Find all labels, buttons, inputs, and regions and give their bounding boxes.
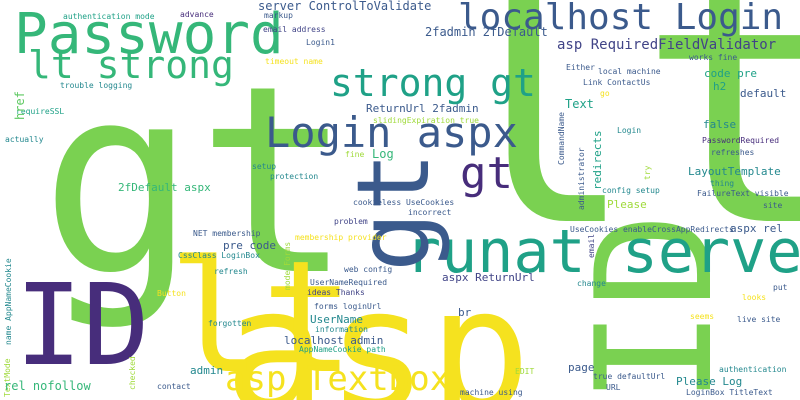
cloud-word: href — [13, 91, 27, 120]
cloud-word: Link ContactUs — [583, 78, 651, 87]
cloud-word: refreshes — [711, 148, 755, 157]
cloud-word: contact — [157, 382, 191, 391]
cloud-word: Either — [566, 63, 595, 72]
cloud-word: lt — [168, 227, 355, 400]
cloud-word: mode Forms — [283, 241, 292, 290]
cloud-word: runat server — [405, 217, 800, 287]
cloud-word: membership provider — [295, 233, 387, 242]
cloud-word: ReturnUrl 2fadmin — [366, 102, 479, 115]
cloud-word: UseCookies enableCrossAppRedirects — [570, 225, 734, 234]
cloud-word: URL — [606, 383, 621, 392]
cloud-word: cookieless UseCookies — [353, 198, 455, 207]
cloud-word: UserName — [310, 313, 363, 326]
cloud-word: CommandName — [557, 112, 566, 165]
cloud-word: authentication — [719, 365, 787, 374]
cloud-word: br — [458, 306, 472, 319]
cloud-word: problem — [334, 217, 368, 226]
cloud-word: trouble logging — [60, 81, 133, 90]
cloud-word: authentication mode — [63, 12, 155, 21]
cloud-word: markup — [264, 11, 293, 20]
cloud-word: UserNameRequired — [310, 278, 388, 287]
cloud-word: lt — [433, 0, 800, 302]
cloud-word: setup — [252, 162, 277, 171]
cloud-word: PasswordRequired — [702, 136, 780, 145]
cloud-word: advance — [180, 10, 214, 19]
cloud-word: Password — [14, 2, 284, 67]
cloud-word: forms loginUrl — [314, 302, 382, 311]
cloud-word: LoginBox TitleText — [686, 388, 773, 397]
cloud-word: actually — [5, 135, 44, 144]
cloud-word: strong gt — [330, 61, 536, 105]
cloud-word: thing — [710, 179, 735, 188]
cloud-word: server ControlToValidate — [258, 0, 432, 13]
cloud-word: AppNameCookie path — [299, 345, 386, 354]
cloud-word: default — [740, 87, 787, 100]
cloud-word: Login aspx — [265, 108, 518, 157]
cloud-word: page — [568, 361, 595, 374]
cloud-word: works fine — [689, 53, 738, 62]
cloud-word: code pre — [704, 67, 757, 80]
cloud-word: localhost admin — [284, 334, 384, 347]
cloud-word: 2fadmin 2fDefault — [425, 25, 548, 39]
cloud-word: pre code — [223, 239, 276, 252]
cloud-word: false — [703, 118, 737, 131]
cloud-word: Login — [617, 126, 642, 135]
cloud-word: name AppNameCookie — [4, 258, 13, 345]
cloud-word: email — [587, 233, 596, 258]
cloud-word: admin — [190, 364, 224, 377]
cloud-word: asp RequiredFieldValidator — [557, 37, 777, 53]
cloud-word: Log — [372, 147, 394, 161]
cloud-word: forgotten — [208, 319, 252, 328]
cloud-word: lt strong — [28, 43, 234, 87]
cloud-word: CssClass LoginBox — [178, 251, 260, 260]
cloud-word: site — [763, 201, 783, 210]
cloud-word: ideas Thanks — [307, 288, 365, 297]
cloud-word: true defaultUrl — [593, 372, 666, 381]
cloud-word: web config — [344, 265, 393, 274]
cloud-word: timeout name — [265, 57, 323, 66]
cloud-word: ID — [15, 261, 150, 391]
cloud-word: config setup — [602, 186, 660, 195]
cloud-word: checked — [128, 356, 137, 390]
cloud-word: EDIT — [515, 367, 535, 376]
cloud-word: h2 — [713, 80, 727, 93]
cloud-word: protection — [270, 172, 319, 181]
cloud-word: local machine — [598, 67, 661, 76]
cloud-word: gt — [40, 31, 354, 333]
cloud-word: aspx rel — [730, 222, 783, 235]
cloud-word: machine using — [460, 388, 523, 397]
cloud-word: Please — [607, 198, 647, 211]
cloud-word: administrator — [577, 147, 586, 210]
cloud-word: incorrect — [408, 208, 452, 217]
cloud-word: Login1 — [306, 38, 335, 47]
cloud-word: gt — [460, 148, 513, 199]
cloud-word: refresh — [214, 267, 248, 276]
cloud-word: NET membership — [193, 229, 261, 238]
cloud-word: go — [600, 89, 610, 98]
cloud-word: LayoutTemplate — [688, 165, 781, 178]
cloud-word: asp TextBox — [225, 359, 451, 399]
cloud-word: asp — [224, 252, 532, 400]
cloud-word: Button — [157, 289, 186, 298]
cloud-word: email address — [263, 25, 326, 34]
cloud-word: fine — [345, 150, 365, 159]
cloud-word: rel nofollow — [4, 379, 91, 393]
cloud-word: FailureText visible — [697, 189, 789, 198]
cloud-word: seems — [690, 312, 715, 321]
cloud-word: Text — [565, 97, 594, 111]
cloud-word: information — [315, 325, 368, 334]
cloud-word: localhost Login — [458, 0, 784, 38]
cloud-word: change — [577, 279, 606, 288]
cloud-word: Please Log — [676, 375, 743, 388]
cloud-word: try — [643, 165, 652, 180]
cloud-word: 2fDefault aspx — [118, 181, 211, 194]
cloud-word: put — [773, 283, 788, 292]
cloud-word: slidingExpiration true — [373, 116, 479, 125]
cloud-word: requireSSL — [16, 107, 65, 116]
cloud-word: looks — [742, 293, 767, 302]
cloud-word: redirects — [591, 130, 604, 190]
cloud-word: aspx ReturnUrl — [442, 271, 535, 284]
cloud-word: live site — [737, 315, 781, 324]
